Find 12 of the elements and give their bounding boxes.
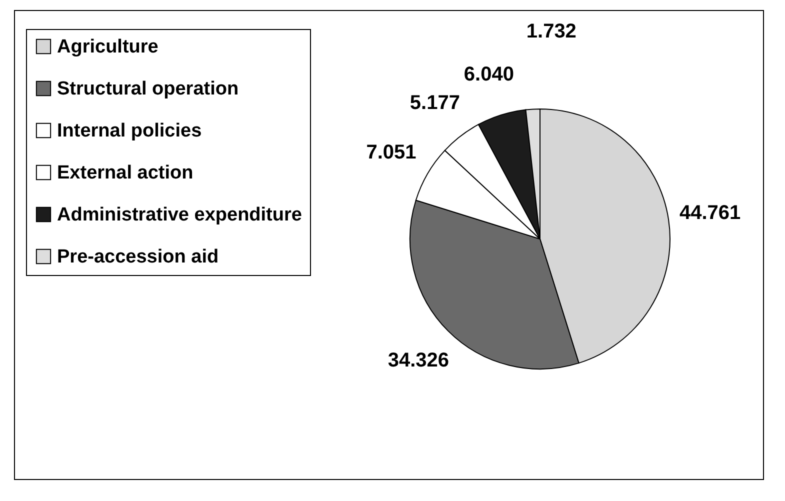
data-label: 44.761 (679, 202, 741, 224)
data-label: 7.051 (366, 142, 416, 164)
data-label: 6.040 (464, 64, 514, 86)
legend-label: External action (57, 162, 194, 184)
legend-label: Pre-accession aid (57, 246, 219, 268)
legend-label: Agriculture (57, 36, 158, 58)
legend-label: Administrative expenditure (57, 204, 302, 226)
legend-label: Structural operation (57, 78, 239, 100)
data-label: 5.177 (410, 92, 460, 114)
legend-label: Internal policies (57, 120, 202, 142)
data-label: 34.326 (388, 350, 450, 372)
data-label: 1.732 (526, 20, 576, 42)
